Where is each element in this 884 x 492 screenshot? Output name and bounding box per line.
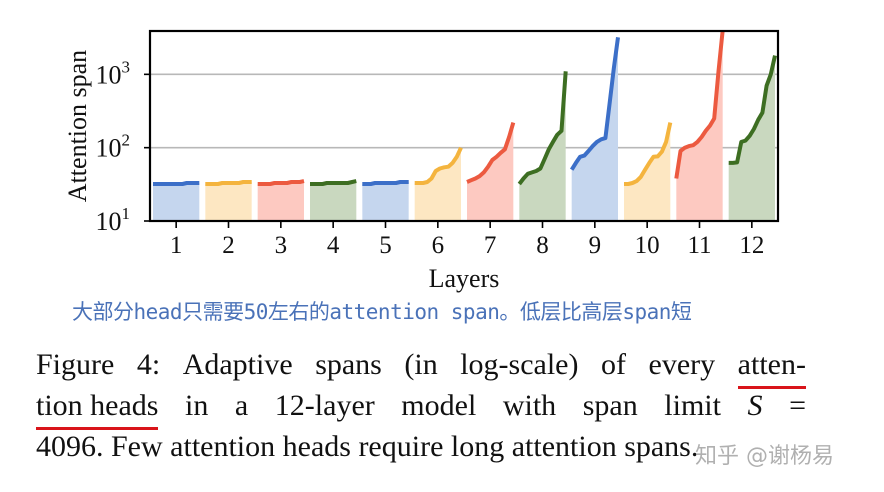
x-axis-label: Layers (429, 264, 500, 293)
x-tick-label: 1 (170, 232, 183, 259)
x-tick-label: 10 (635, 232, 660, 259)
caption-word: in (185, 389, 209, 422)
caption-line-2: tion heads in a 12-layer model with span limit S… (36, 385, 806, 430)
caption-word: of (601, 348, 627, 381)
layer-area-2 (205, 182, 252, 221)
x-tick-label: 3 (275, 232, 288, 259)
layer-line-7 (466, 122, 516, 184)
x-tick-label: 5 (379, 232, 392, 259)
layer-area-8 (519, 71, 566, 221)
layer-area-10 (624, 122, 671, 221)
layer-area-4 (310, 181, 357, 221)
layer-area-11 (676, 31, 723, 221)
layer-line-1 (153, 181, 200, 186)
y-axis-label: Attention span (63, 50, 92, 202)
layer-line-9 (569, 37, 620, 171)
x-tick-label: 4 (327, 232, 340, 259)
caption-line-1: Figure 4: Adaptive spans (in log-scale) of ever… (36, 344, 807, 389)
caption-word: Figure (36, 348, 115, 381)
gridlines (150, 73, 778, 149)
caption-word: model (401, 389, 477, 422)
caption-word: 4: (136, 348, 161, 381)
layer-areas (153, 31, 775, 221)
caption-word: spans (315, 348, 382, 381)
x-tick-label: 8 (536, 232, 549, 259)
x-tick-label: 6 (432, 232, 445, 259)
caption-word: tion heads (36, 385, 159, 430)
caption-word: (in (404, 348, 438, 381)
y-tick-label: 103 (96, 57, 131, 89)
caption-word: = (789, 389, 806, 422)
layer-line-11 (674, 31, 725, 179)
y-tick-label: 102 (96, 131, 131, 163)
caption-line-3: 4096. Few attention heads require long a… (36, 430, 699, 463)
layer-area-7 (467, 122, 514, 221)
layer-area-12 (728, 55, 775, 221)
plot-frame (148, 29, 780, 223)
caption-word: with (502, 389, 557, 422)
caption-word: log-scale) (460, 348, 579, 381)
x-tick-label: 12 (739, 232, 764, 259)
layer-line-6 (414, 146, 463, 185)
caption-word: S (747, 389, 763, 422)
layer-lines (153, 31, 777, 186)
caption-word: Adaptive (182, 348, 293, 381)
figure-caption: Figure 4: Adaptive spans (in log-scale) of ever… (36, 344, 807, 467)
layer-line-8 (517, 71, 568, 186)
layer-area-1 (153, 183, 200, 221)
x-tick-label: 2 (222, 232, 235, 259)
y-tick-label: 101 (96, 204, 131, 236)
caption-word: 12-layer (274, 389, 375, 422)
x-tick-label: 7 (484, 232, 497, 259)
caption-word: limit (664, 389, 721, 422)
layer-line-12 (728, 55, 777, 165)
x-axis-ticks: 1 2 3 4 5 6 7 8 9 10 11 12 (170, 221, 764, 259)
caption-word: every (648, 348, 716, 381)
annotation-note: 大部分head只需要50左右的attention span。低层比高层span短 (72, 300, 692, 324)
layer-line-2 (205, 180, 252, 186)
layer-area-9 (571, 37, 618, 221)
layer-line-5 (362, 180, 409, 186)
caption-word: atten- (737, 344, 807, 389)
layer-line-3 (257, 179, 305, 186)
layer-area-3 (257, 181, 304, 221)
watermark: 知乎 @谢杨易 (695, 444, 834, 469)
layer-area-5 (362, 182, 409, 221)
layer-line-10 (624, 122, 673, 186)
caption-word: span (582, 389, 638, 422)
y-axis-ticks: 101 102 103 (96, 57, 150, 236)
caption-word: a (234, 389, 249, 422)
layer-line-4 (310, 179, 357, 186)
x-tick-label: 11 (687, 232, 711, 259)
x-tick-label: 9 (589, 232, 602, 259)
